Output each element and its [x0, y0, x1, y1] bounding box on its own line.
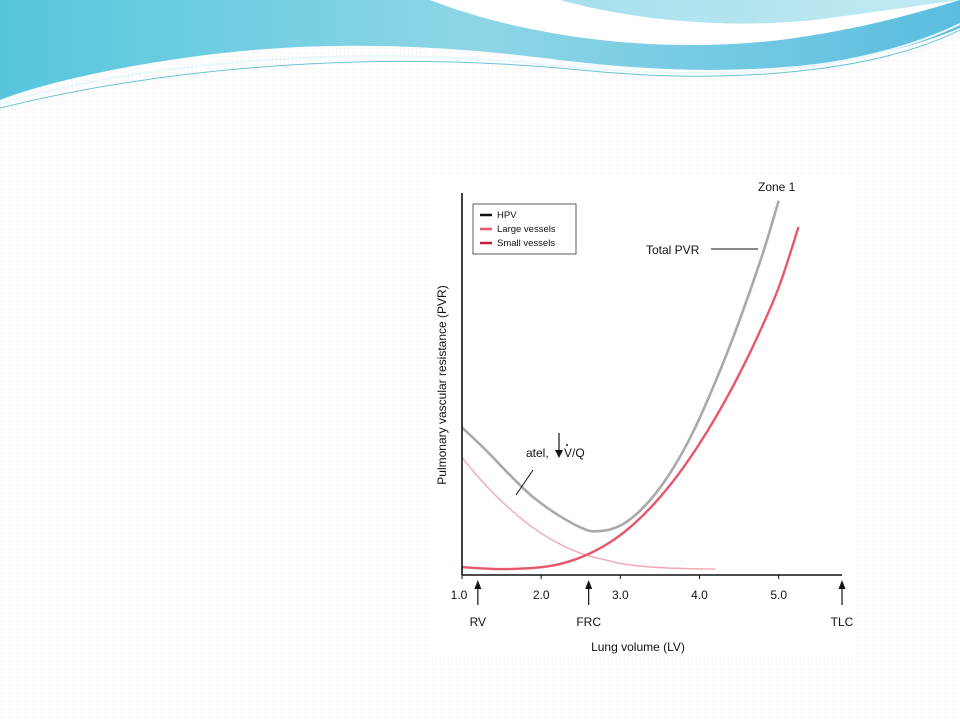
annotation-atel: atel,: [526, 446, 549, 460]
annotation-vq: V/Q: [564, 446, 585, 460]
legend-label-hpv: HPV: [497, 210, 517, 221]
volume-marker-frc: FRC: [576, 580, 601, 629]
series-line-large-vessels: [461, 457, 716, 570]
x-tick-label: 2.0: [533, 588, 550, 602]
figure-panel: 1.0 2.0 3.0 4.0 5.0 RV FRC TLC HPV Large vesse…: [430, 175, 856, 657]
volume-marker-label: FRC: [576, 615, 601, 629]
annotation-zone-1: Zone 1: [758, 180, 796, 194]
y-axis-label: Pulmonary vascular resistance (PVR): [435, 285, 449, 484]
x-tick-label: 4.0: [691, 588, 708, 602]
header-swoosh-decoration: [0, 0, 960, 109]
volume-marker-label: RV: [470, 615, 486, 629]
decrease-arrow-icon: [555, 433, 563, 458]
x-tick-label: 1.0: [451, 588, 468, 602]
annotation-total-pvr: Total PVR: [646, 243, 700, 257]
volume-marker-tlc: TLC: [831, 580, 854, 629]
series-line-small-vessels: [461, 226, 800, 571]
x-axis-label: Lung volume (LV): [591, 640, 685, 654]
x-tick-label: 3.0: [612, 588, 629, 602]
pvr-chart: 1.0 2.0 3.0 4.0 5.0 RV FRC TLC HPV Large vesse…: [435, 180, 854, 654]
atel-leader-line: [515, 469, 534, 496]
volume-marker-arrowhead: [474, 580, 482, 589]
volume-marker-arrowhead: [585, 580, 593, 589]
legend-label-small-vessels: Small vessels: [497, 238, 555, 249]
volume-marker-label: TLC: [831, 615, 854, 629]
legend: HPV Large vessels Small vessels: [472, 203, 577, 255]
volume-marker-rv: RV: [470, 580, 486, 629]
vdot-mark: [566, 444, 568, 446]
volume-marker-arrowhead: [838, 580, 846, 589]
series-line-total-pvr: [461, 200, 780, 533]
x-tick-label: 5.0: [770, 588, 787, 602]
legend-label-large-vessels: Large vessels: [497, 224, 556, 235]
